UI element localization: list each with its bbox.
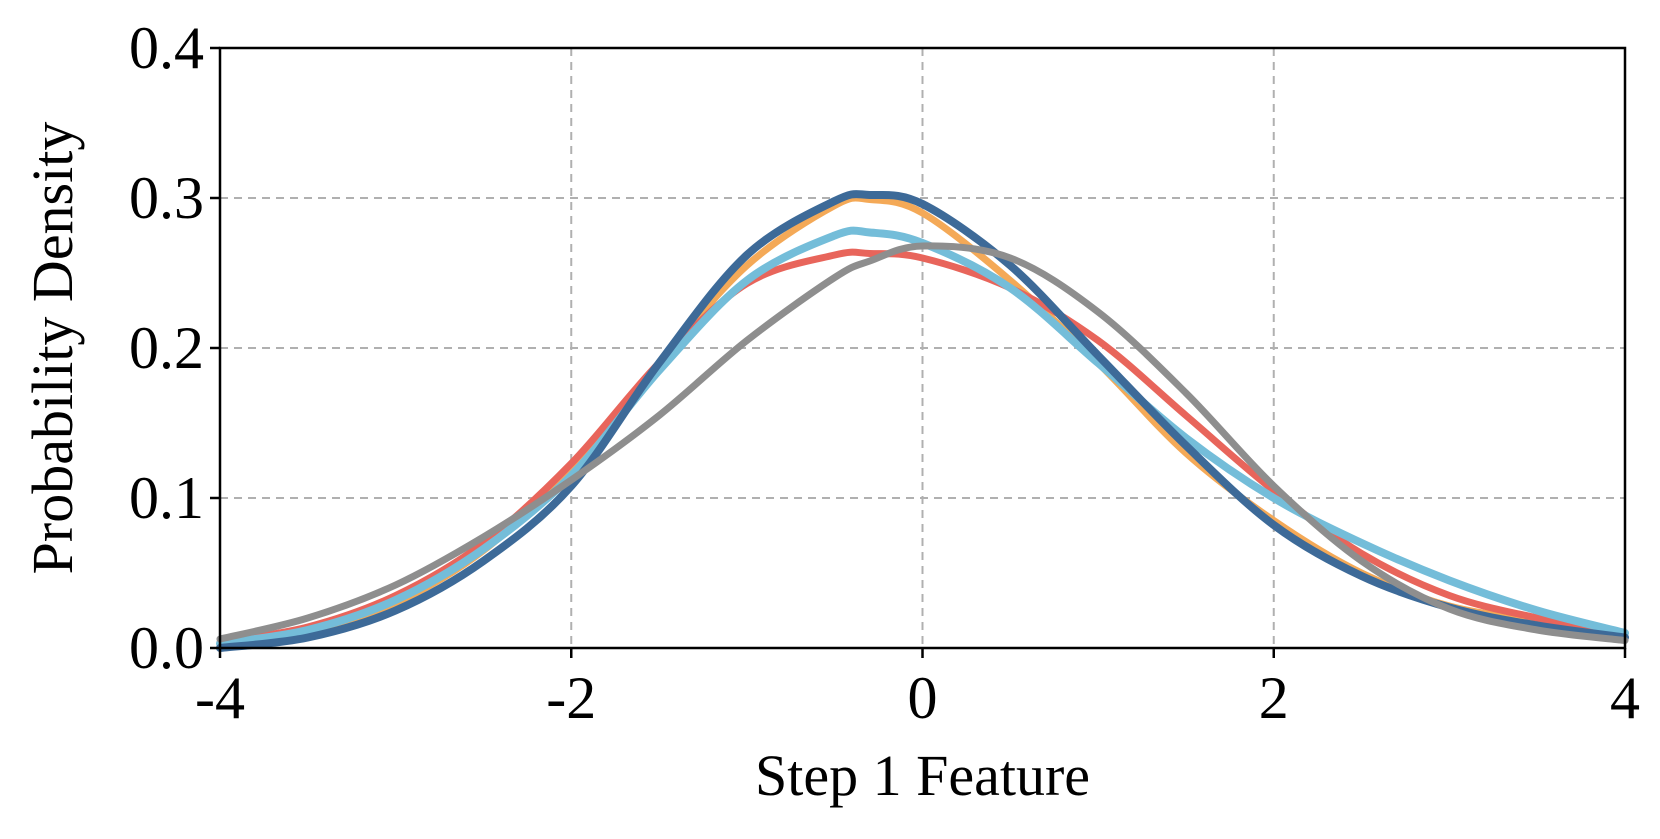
y-tick-label: 0.4 bbox=[129, 15, 204, 81]
series-layer bbox=[216, 190, 1629, 652]
x-tick-label: -4 bbox=[195, 665, 245, 731]
x-tick-label: 4 bbox=[1610, 665, 1640, 731]
y-tick-label: 0.2 bbox=[129, 315, 204, 381]
grid-layer bbox=[220, 48, 1625, 648]
y-axis-label: Probability Density bbox=[20, 122, 85, 575]
series-line-4 bbox=[216, 190, 1629, 652]
y-tick-label: 0.1 bbox=[129, 465, 204, 531]
y-tick-label: 0.0 bbox=[129, 615, 204, 681]
tick-layer: -4 -2 0 2 4 0.0 0.1 0.2 0.3 0.4 bbox=[129, 15, 1640, 731]
x-axis-label: Step 1 Feature bbox=[755, 743, 1090, 808]
y-tick-label: 0.3 bbox=[129, 165, 204, 231]
x-tick-label: 0 bbox=[908, 665, 938, 731]
x-tick-label: -2 bbox=[546, 665, 596, 731]
series-line-5 bbox=[216, 242, 1629, 644]
series-line-3 bbox=[216, 226, 1629, 648]
x-tick-label: 2 bbox=[1259, 665, 1289, 731]
